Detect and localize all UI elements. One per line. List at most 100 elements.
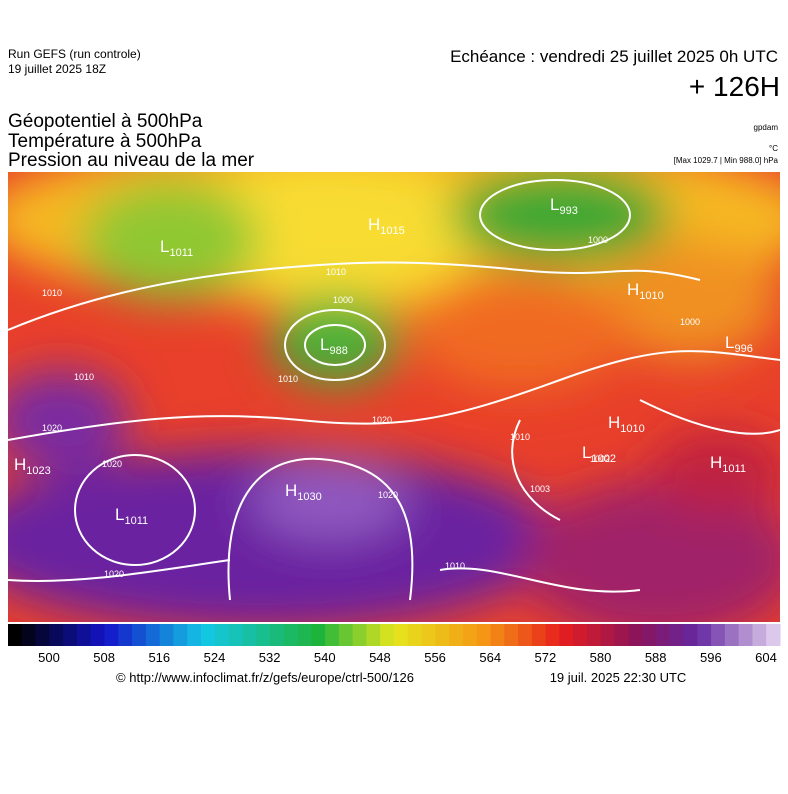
color-swatch bbox=[462, 624, 478, 646]
color-swatch bbox=[201, 624, 216, 646]
run-date: 19 juillet 2025 18Z bbox=[8, 62, 106, 76]
color-swatch bbox=[752, 624, 767, 646]
center-letter: H bbox=[285, 481, 297, 500]
issue-time: 19 juil. 2025 22:30 UTC bbox=[550, 670, 687, 685]
color-swatch bbox=[711, 624, 726, 646]
color-swatch bbox=[256, 624, 271, 646]
color-swatch bbox=[297, 624, 312, 646]
isobar-label: 1020 bbox=[102, 459, 122, 469]
isobar-label: 1010 bbox=[42, 288, 62, 298]
layer: Géopotentiel à 500hPa bbox=[8, 111, 203, 132]
colorbar-tick-label: 572 bbox=[535, 650, 557, 665]
color-swatch bbox=[325, 624, 340, 646]
colorbar-tick-label: 556 bbox=[424, 650, 446, 665]
color-swatch bbox=[697, 624, 712, 646]
center-letter: H bbox=[608, 413, 620, 432]
center-value: 1011 bbox=[169, 247, 193, 259]
color-swatch bbox=[504, 624, 519, 646]
color-swatch bbox=[518, 624, 533, 646]
center-value: 1030 bbox=[297, 491, 321, 503]
color-swatch bbox=[76, 624, 92, 646]
colorbar-tick-label: 564 bbox=[479, 650, 501, 665]
isobar-label: 1020 bbox=[378, 490, 398, 500]
center-value: 996 bbox=[734, 343, 752, 355]
map bbox=[8, 172, 780, 622]
pressure-center: H1015 bbox=[368, 215, 405, 237]
color-swatch bbox=[21, 624, 37, 646]
color-swatch bbox=[242, 624, 257, 646]
center-value: 1010 bbox=[620, 423, 644, 435]
isobar-label: 1010 bbox=[326, 267, 346, 277]
colorbar-tick-label: 500 bbox=[38, 650, 60, 665]
center-letter: L bbox=[582, 443, 591, 462]
color-swatch bbox=[338, 624, 354, 646]
color-swatch bbox=[449, 624, 464, 646]
color-swatch bbox=[683, 624, 698, 646]
color-swatch bbox=[738, 624, 753, 646]
isobar-label: 1010 bbox=[278, 374, 298, 384]
isobar-label: 1010 bbox=[510, 432, 530, 442]
layer: Température à 500hPa bbox=[8, 131, 202, 152]
center-value: 1002 bbox=[591, 453, 615, 465]
color-swatch bbox=[118, 624, 133, 646]
pressure-center: H1030 bbox=[285, 481, 322, 503]
color-swatch bbox=[380, 624, 395, 646]
pressure-center: L996 bbox=[725, 333, 753, 355]
color-swatch bbox=[407, 624, 423, 646]
color-swatch bbox=[614, 624, 629, 646]
color-swatch bbox=[476, 624, 491, 646]
center-letter: H bbox=[14, 455, 26, 474]
center-letter: H bbox=[368, 215, 380, 234]
color-swatch bbox=[145, 624, 161, 646]
center-value: 1010 bbox=[639, 290, 663, 302]
center-letter: L bbox=[115, 505, 124, 524]
pressure-center: L988 bbox=[320, 335, 348, 357]
isobar-label: 1020 bbox=[42, 423, 62, 433]
center-value: 1015 bbox=[380, 225, 404, 237]
center-letter: L bbox=[550, 195, 559, 214]
color-swatch bbox=[766, 624, 781, 646]
color-swatch bbox=[628, 624, 643, 646]
color-swatch bbox=[490, 624, 505, 646]
colorbar: 500 508 516 524 532 540 548 556 564 572 580 588 596 6… bbox=[8, 624, 781, 665]
color-swatch bbox=[352, 624, 367, 646]
run: Run GEFS (run controle) bbox=[8, 47, 141, 61]
color-swatch bbox=[132, 624, 147, 646]
color-swatch bbox=[642, 624, 657, 646]
color-swatch bbox=[283, 624, 298, 646]
isobar-label: 1010 bbox=[74, 372, 94, 382]
source-url: © http://www.infoclimat.fr/z/gefs/europe… bbox=[116, 670, 414, 685]
isobar-label: 1000 bbox=[588, 235, 608, 245]
color-swatch bbox=[655, 624, 671, 646]
color-swatch bbox=[173, 624, 188, 646]
color-swatch bbox=[669, 624, 684, 646]
isobar-label: 1020 bbox=[372, 415, 392, 425]
unit: °C bbox=[769, 144, 778, 153]
isobar-label: 1010 bbox=[445, 561, 465, 571]
isobar-label: 1002 bbox=[590, 454, 610, 464]
center-letter: L bbox=[320, 335, 329, 354]
unit: [Max 1029.7 | Min 988.0] hPa bbox=[674, 156, 779, 165]
pressure-center: H1010 bbox=[608, 413, 645, 435]
colorbar-tick-label: 604 bbox=[755, 650, 777, 665]
pressure-center: L1002 bbox=[582, 443, 616, 465]
color-swatch bbox=[435, 624, 450, 646]
color-swatch bbox=[573, 624, 588, 646]
color-swatch bbox=[531, 624, 547, 646]
color-swatch bbox=[49, 624, 64, 646]
layer: Pression au niveau de la mer bbox=[8, 150, 255, 171]
color-swatch bbox=[600, 624, 616, 646]
color-swatch bbox=[311, 624, 326, 646]
colorbar-tick-label: 532 bbox=[259, 650, 281, 665]
echeance: Echéance : vendredi 25 juillet 2025 0h U… bbox=[450, 47, 778, 66]
color-swatch bbox=[63, 624, 78, 646]
color-swatch bbox=[187, 624, 202, 646]
pressure-center: H1011 bbox=[710, 453, 746, 475]
color-swatch bbox=[159, 624, 174, 646]
color-swatch bbox=[545, 624, 560, 646]
colorbar-tick-label: 516 bbox=[148, 650, 170, 665]
color-swatch bbox=[90, 624, 105, 646]
color-swatch bbox=[228, 624, 243, 646]
center-letter: L bbox=[160, 237, 169, 256]
